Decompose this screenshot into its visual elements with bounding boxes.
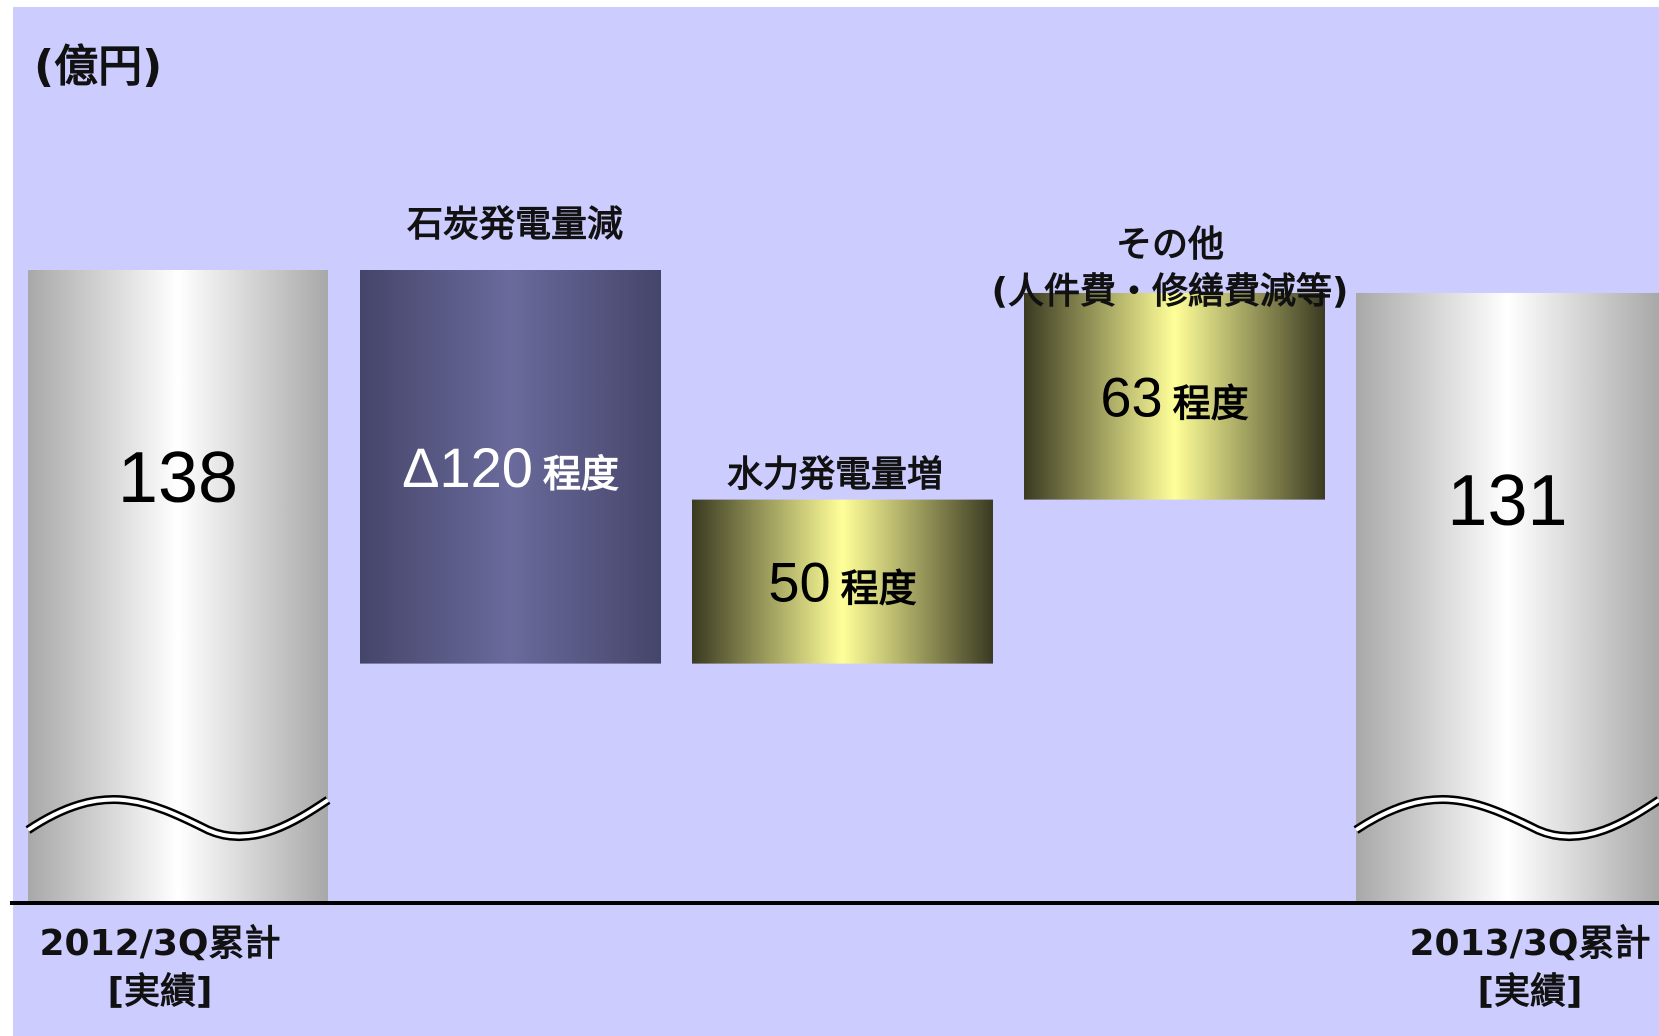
data-label-value-0: 138 xyxy=(118,438,238,518)
category-label-hydro: 水力発電量増 xyxy=(680,445,990,497)
data-label-0: 138 xyxy=(118,438,238,518)
x-label-2013-status: [実績] xyxy=(1390,968,1659,1016)
unit-label: (億円) xyxy=(34,30,162,94)
data-label-value-1: Δ120 xyxy=(402,436,533,499)
x-label-2013-period: 2013/3Q累計 xyxy=(1390,920,1659,968)
category-label-other-detail: (人件費・修繕費減等) xyxy=(960,262,1380,314)
data-label-suffix-1: 程度 xyxy=(543,454,619,496)
data-label-value-3: 63 xyxy=(1100,365,1162,428)
x-label-2012-status: [実績] xyxy=(20,968,300,1016)
x-label-2012: 2012/3Q累計 [実績] xyxy=(20,920,300,1016)
data-label-value-2: 50 xyxy=(768,551,830,614)
category-label-other: その他 xyxy=(970,215,1370,267)
data-label-suffix-2: 程度 xyxy=(841,569,917,611)
x-label-2012-period: 2012/3Q累計 xyxy=(20,920,300,968)
data-label-value-4: 131 xyxy=(1447,461,1567,541)
category-label-coal: 石炭発電量減 xyxy=(340,195,690,247)
data-label-4: 131 xyxy=(1447,461,1567,541)
x-label-2013: 2013/3Q累計 [実績] xyxy=(1390,920,1659,1016)
data-label-suffix-3: 程度 xyxy=(1173,383,1249,425)
